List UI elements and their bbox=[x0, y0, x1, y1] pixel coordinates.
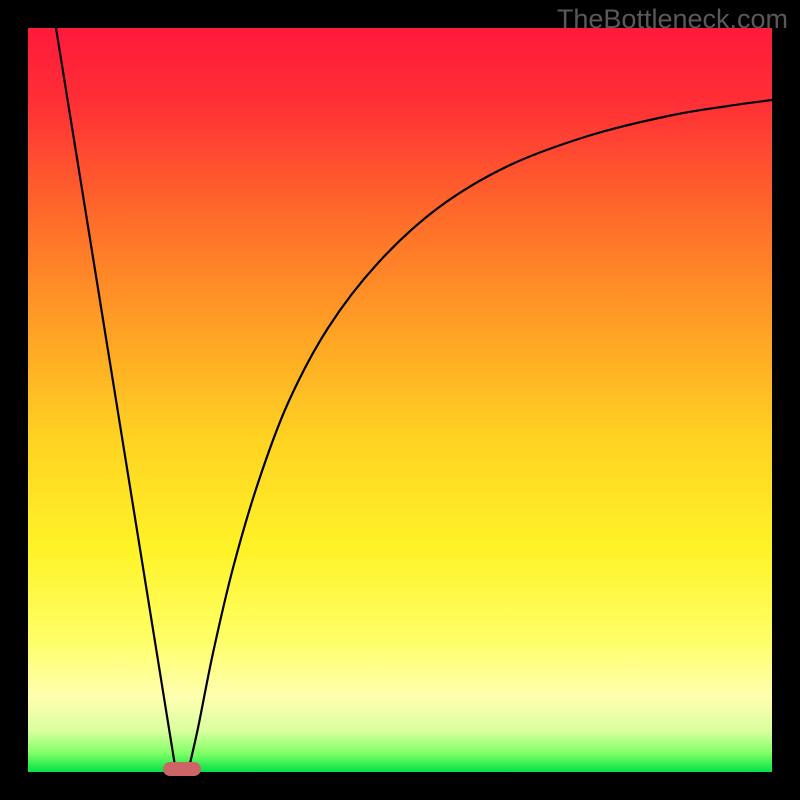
figure-frame: TheBottleneck.com bbox=[0, 0, 800, 800]
plot-area bbox=[28, 28, 772, 772]
optimum-marker bbox=[163, 762, 201, 776]
bottleneck-curve bbox=[28, 28, 772, 772]
curve-left-segment bbox=[56, 28, 176, 772]
curve-right-segment bbox=[188, 100, 772, 772]
watermark-text: TheBottleneck.com bbox=[557, 4, 788, 35]
